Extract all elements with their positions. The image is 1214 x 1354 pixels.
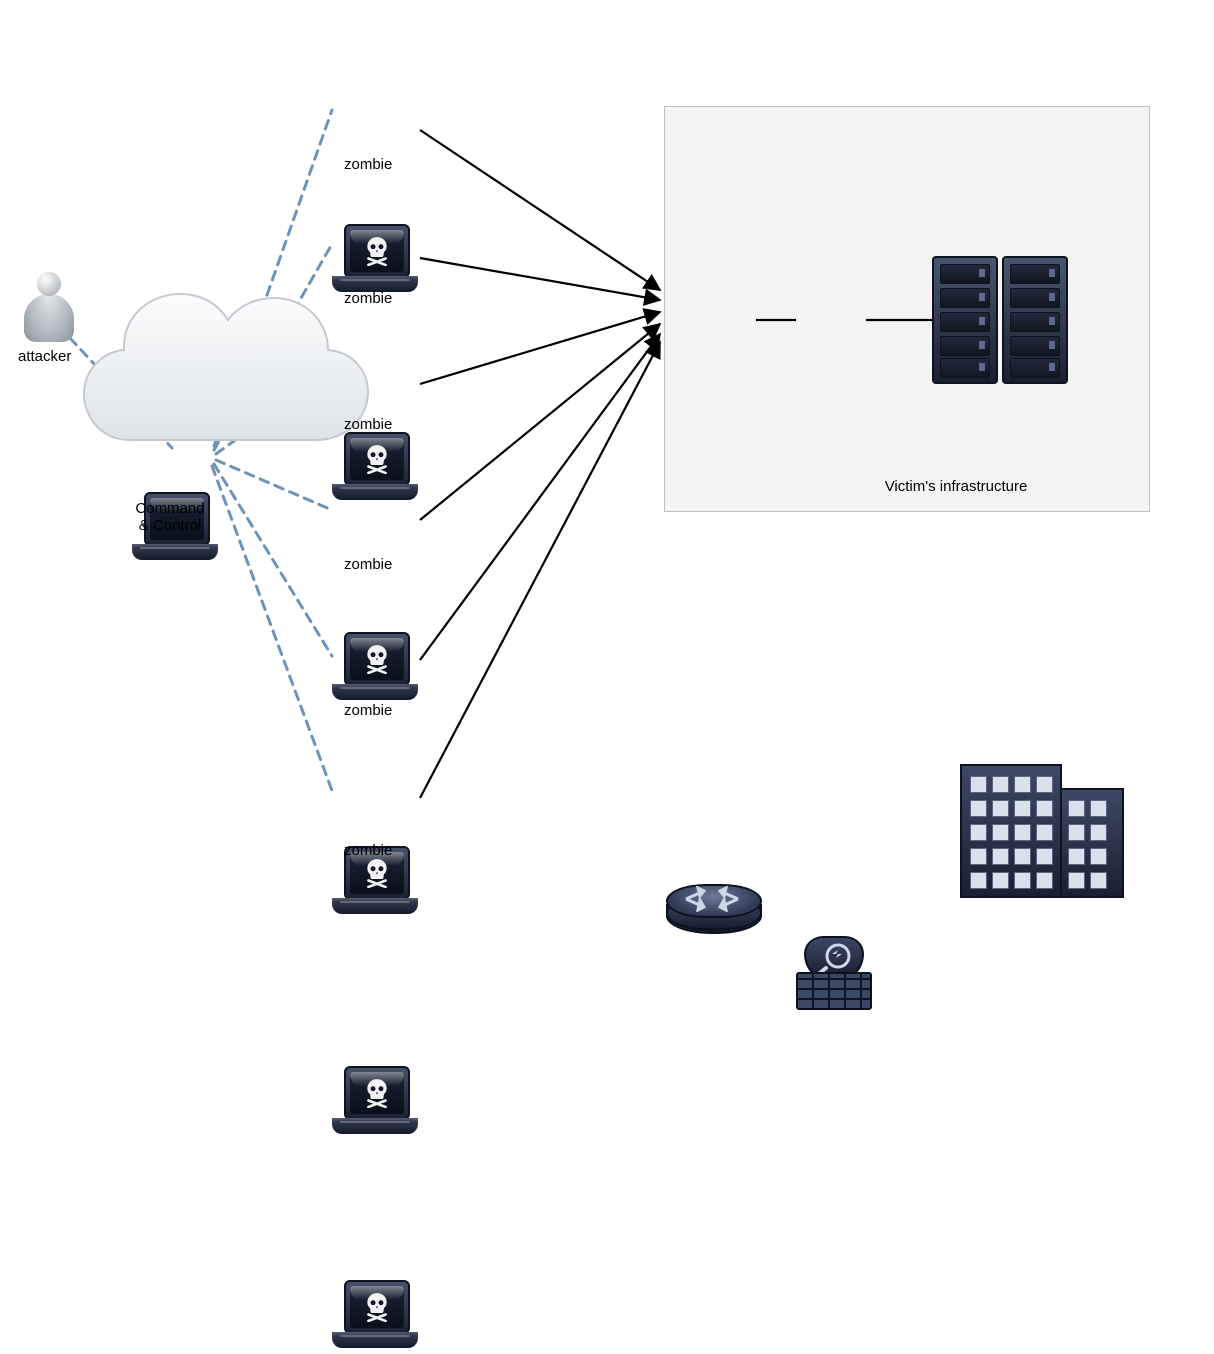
zombie-label: zombie: [344, 156, 392, 173]
zombie-label: zombie: [344, 702, 392, 719]
control-link: [216, 460, 332, 510]
zombie-label: zombie: [344, 290, 392, 307]
attack-arrow: [420, 324, 660, 520]
building-icon: [960, 764, 1110, 914]
zombie-laptop-icon: [332, 432, 418, 506]
command-control-label: Command & Control: [110, 500, 230, 534]
attack-arrow: [420, 334, 660, 660]
zombie-laptop-icon: [332, 1066, 418, 1140]
zombie-label: zombie: [344, 416, 392, 433]
attack-arrow: [420, 258, 660, 300]
attacker-label: attacker: [18, 348, 71, 365]
attack-arrow: [420, 130, 660, 290]
router-icon: [666, 874, 758, 944]
zombie-label: zombie: [344, 842, 392, 859]
attack-arrow: [420, 312, 660, 384]
control-link: [214, 464, 332, 656]
zombie-label: zombie: [344, 556, 392, 573]
server-racks-icon: [932, 256, 1072, 386]
attacker-icon: [22, 272, 76, 344]
cloud-icon: [84, 294, 368, 440]
zombie-laptop-icon: [332, 224, 418, 298]
zombie-laptop-icon: [332, 1280, 418, 1354]
attack-arrow: [420, 342, 660, 798]
zombie-laptop-icon: [332, 632, 418, 706]
firewall-icon: [796, 936, 868, 1006]
